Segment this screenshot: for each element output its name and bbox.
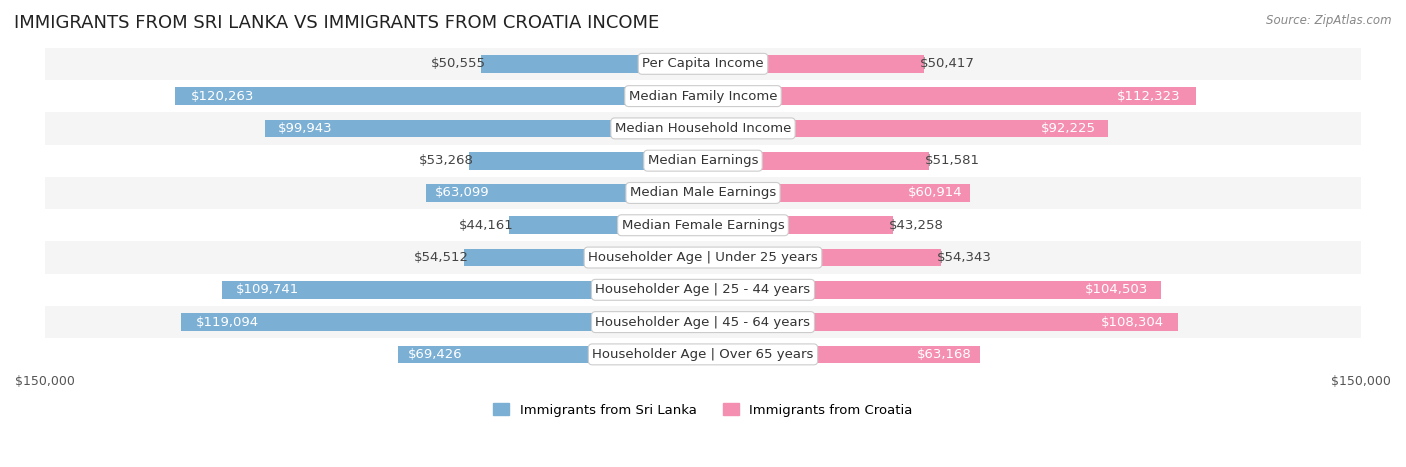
Bar	[703, 248, 942, 266]
Bar	[703, 216, 893, 234]
Text: IMMIGRANTS FROM SRI LANKA VS IMMIGRANTS FROM CROATIA INCOME: IMMIGRANTS FROM SRI LANKA VS IMMIGRANTS …	[14, 14, 659, 32]
Bar	[45, 177, 1361, 209]
Bar	[180, 313, 703, 331]
Text: $51,581: $51,581	[925, 154, 980, 167]
Text: Per Capita Income: Per Capita Income	[643, 57, 763, 71]
Text: $99,943: $99,943	[278, 122, 332, 135]
Text: $54,343: $54,343	[936, 251, 991, 264]
Bar	[703, 87, 1195, 105]
Bar	[45, 306, 1361, 338]
Bar	[426, 184, 703, 202]
Text: $63,168: $63,168	[917, 348, 972, 361]
Text: $92,225: $92,225	[1040, 122, 1095, 135]
Bar	[703, 184, 970, 202]
Text: $60,914: $60,914	[908, 186, 962, 199]
Text: Median Male Earnings: Median Male Earnings	[630, 186, 776, 199]
Text: $50,555: $50,555	[430, 57, 485, 71]
Bar	[45, 209, 1361, 241]
Bar	[464, 248, 703, 266]
Text: $108,304: $108,304	[1101, 316, 1164, 329]
Legend: Immigrants from Sri Lanka, Immigrants from Croatia: Immigrants from Sri Lanka, Immigrants fr…	[488, 398, 918, 422]
Text: $109,741: $109,741	[236, 283, 299, 297]
Bar	[703, 313, 1178, 331]
Text: $53,268: $53,268	[419, 154, 474, 167]
Bar	[703, 346, 980, 363]
Bar	[222, 281, 703, 299]
Text: $120,263: $120,263	[191, 90, 254, 103]
Text: Householder Age | Under 25 years: Householder Age | Under 25 years	[588, 251, 818, 264]
Bar	[176, 87, 703, 105]
Bar	[481, 55, 703, 73]
Bar	[45, 338, 1361, 370]
Text: Householder Age | 45 - 64 years: Householder Age | 45 - 64 years	[596, 316, 810, 329]
Bar	[45, 145, 1361, 177]
Text: Median Earnings: Median Earnings	[648, 154, 758, 167]
Bar	[45, 48, 1361, 80]
Bar	[509, 216, 703, 234]
Bar	[45, 80, 1361, 112]
Bar	[264, 120, 703, 137]
Bar	[470, 152, 703, 170]
Text: $54,512: $54,512	[413, 251, 468, 264]
Text: Median Household Income: Median Household Income	[614, 122, 792, 135]
Text: Householder Age | Over 65 years: Householder Age | Over 65 years	[592, 348, 814, 361]
Bar	[703, 55, 924, 73]
Bar	[703, 152, 929, 170]
Text: Source: ZipAtlas.com: Source: ZipAtlas.com	[1267, 14, 1392, 27]
Text: $43,258: $43,258	[889, 219, 943, 232]
Bar	[45, 112, 1361, 145]
Bar	[703, 281, 1161, 299]
Text: $69,426: $69,426	[408, 348, 463, 361]
Bar	[45, 274, 1361, 306]
Bar	[45, 241, 1361, 274]
Text: $63,099: $63,099	[434, 186, 489, 199]
Bar	[703, 120, 1108, 137]
Text: $50,417: $50,417	[920, 57, 974, 71]
Text: $112,323: $112,323	[1118, 90, 1181, 103]
Text: Median Family Income: Median Family Income	[628, 90, 778, 103]
Text: $119,094: $119,094	[197, 316, 259, 329]
Bar	[398, 346, 703, 363]
Text: Median Female Earnings: Median Female Earnings	[621, 219, 785, 232]
Text: $44,161: $44,161	[458, 219, 513, 232]
Text: $104,503: $104,503	[1084, 283, 1147, 297]
Text: Householder Age | 25 - 44 years: Householder Age | 25 - 44 years	[595, 283, 811, 297]
